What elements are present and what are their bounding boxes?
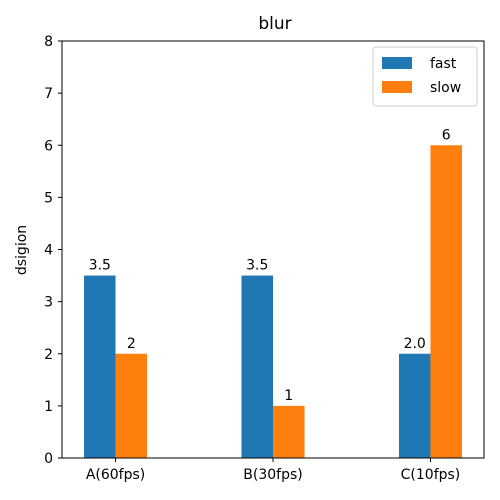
x-axis: A(60fps) B(30fps) C(10fps) — [86, 458, 460, 483]
y-tick-label: 8 — [44, 34, 53, 50]
bar-slow-2 — [430, 145, 462, 458]
y-tick-label: 2 — [44, 347, 53, 363]
bar-slow-0 — [115, 353, 148, 458]
y-tick-label: 0 — [44, 451, 53, 467]
x-tick-label: A(60fps) — [86, 467, 145, 483]
chart-title: blur — [258, 14, 291, 34]
legend-label-slow: slow — [430, 80, 461, 96]
x-tick-label: C(10fps) — [401, 467, 461, 483]
y-tick-label: 4 — [44, 243, 53, 259]
legend-label-fast: fast — [430, 56, 457, 72]
legend-swatch-fast — [382, 57, 412, 69]
y-tick-label: 3 — [44, 295, 53, 311]
data-label-slow-0: 2 — [127, 336, 136, 352]
y-tick-label: 1 — [44, 399, 53, 415]
x-tick-label: B(30fps) — [243, 467, 302, 483]
y-tick-label: 7 — [44, 86, 53, 102]
legend-box — [372, 46, 478, 107]
plot-area: 3.5 3.5 2.0 2 1 6 — [61, 40, 485, 459]
bar-slow-1 — [273, 405, 305, 458]
y-tick-label: 5 — [44, 190, 53, 206]
bar-fast-0 — [84, 275, 116, 458]
y-axis-label: dsigion — [14, 225, 30, 275]
bar-fast-2 — [398, 353, 431, 458]
data-label-slow-1: 1 — [284, 388, 293, 404]
y-axis: 0 1 2 3 4 5 6 7 8 — [44, 34, 62, 467]
legend-swatch-slow — [382, 81, 412, 93]
data-label-fast-1: 3.5 — [246, 258, 268, 274]
data-label-slow-2: 6 — [442, 127, 451, 143]
y-tick-label: 6 — [44, 138, 53, 154]
data-label-fast-0: 3.5 — [89, 258, 111, 274]
legend: fast slow — [372, 46, 478, 107]
data-label-fast-2: 2.0 — [404, 336, 426, 352]
bar-fast-1 — [241, 275, 273, 458]
